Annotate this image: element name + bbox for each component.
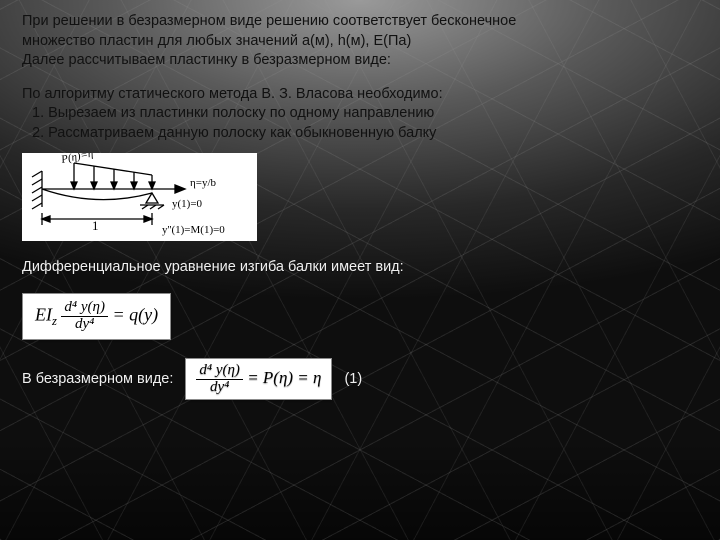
fraction-num: d⁴ y(η) xyxy=(61,300,108,317)
beam-svg: P(η)=η η=y/b y(1)=0 y''(1)=M(1)=0 1 xyxy=(22,153,257,241)
eta-label: η=y/b xyxy=(190,177,217,189)
algo-item: 1. Вырезаем из пластинки полоску по одно… xyxy=(22,104,698,124)
intro-paragraph: При решении в безразмерном виде решению … xyxy=(22,12,698,71)
intro-line: При решении в безразмерном виде решению … xyxy=(22,12,698,32)
dimless-label: В безразмерном виде: xyxy=(22,371,173,387)
intro-line: Далее рассчитываем пластинку в безразмер… xyxy=(22,51,698,71)
algorithm-block: По алгоритму статического метода В. З. В… xyxy=(22,85,698,144)
eq-rhs: = P(η) = η xyxy=(247,368,321,387)
algo-title: По алгоритму статического метода В. З. В… xyxy=(22,85,698,105)
load-label: P(η)=η xyxy=(59,153,94,166)
eq-prefix: EI xyxy=(35,305,52,325)
bc1-label: y(1)=0 xyxy=(172,198,203,210)
slide-content: При решении в безразмерном виде решению … xyxy=(0,0,720,540)
diff-eq-label: Дифференциальное уравнение изгиба балки … xyxy=(22,259,698,275)
dimensionless-row: В безразмерном виде: d⁴ y(η) dy⁴ = P(η) … xyxy=(22,358,698,401)
fraction: d⁴ y(η) dy⁴ xyxy=(196,363,243,396)
eq-rhs: = q(y) xyxy=(112,305,158,325)
fraction-num: d⁴ y(η) xyxy=(196,363,243,380)
dimless-eq-box: d⁴ y(η) dy⁴ = P(η) = η xyxy=(185,358,332,401)
eq-sub: z xyxy=(52,314,57,328)
diff-eq-box: EIz d⁴ y(η) dy⁴ = q(y) xyxy=(22,293,171,340)
fraction: d⁴ y(η) dy⁴ xyxy=(61,300,108,333)
fraction-den: dy⁴ xyxy=(207,380,232,396)
algo-item: 2. Рассматриваем данную полоску как обык… xyxy=(22,124,698,144)
bc2-label: y''(1)=M(1)=0 xyxy=(162,224,225,236)
beam-diagram: P(η)=η η=y/b y(1)=0 y''(1)=M(1)=0 1 xyxy=(22,153,257,241)
intro-line: множество пластин для любых значений a(м… xyxy=(22,32,698,52)
eq-number: (1) xyxy=(344,371,362,387)
span-label: 1 xyxy=(92,218,99,233)
fraction-den: dy⁴ xyxy=(72,317,97,333)
